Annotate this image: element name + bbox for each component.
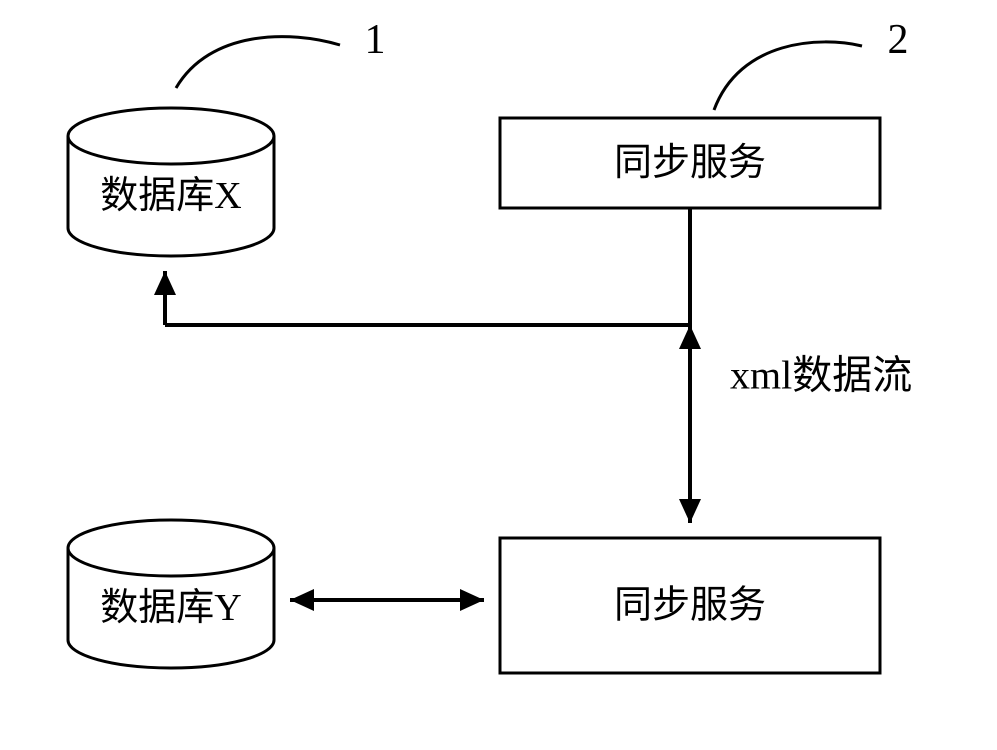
db_y-label: 数据库Y [100, 587, 241, 629]
sync_top-callout-number: 2 [888, 17, 909, 63]
edge-dby-sync [290, 589, 484, 611]
arrow-head [460, 589, 484, 611]
db_y: 数据库Y [68, 520, 274, 668]
sync_top-label: 同步服务 [614, 142, 766, 184]
db_x: 数据库X [68, 108, 274, 256]
sync_top: 同步服务 [500, 118, 880, 208]
arrow-head [290, 589, 314, 611]
db_x-label: 数据库X [100, 175, 241, 217]
arrow-head [679, 499, 701, 523]
sync_bot-label: 同步服务 [614, 585, 766, 627]
db_x-callout-number: 1 [365, 17, 386, 63]
sync_top-callout: 2 [714, 17, 909, 110]
db_x-callout: 1 [176, 17, 386, 88]
edge-xml-flow: xml数据流 [679, 325, 912, 523]
arrow-head [679, 325, 701, 349]
arrow-head [154, 271, 176, 295]
edge-dbx-elbow [154, 208, 690, 325]
edge-xml-flow-label: xml数据流 [730, 353, 912, 398]
sync_bot: 同步服务 [500, 538, 880, 673]
